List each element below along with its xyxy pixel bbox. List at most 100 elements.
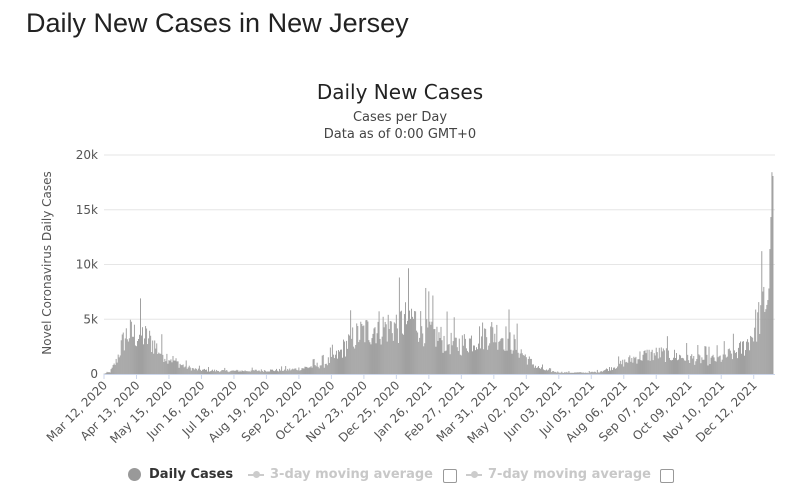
bar-daily-cases: [502, 338, 504, 374]
bar-daily-cases: [597, 372, 599, 374]
bar-daily-cases: [576, 372, 578, 374]
bar-daily-cases: [198, 365, 200, 374]
bar-daily-cases: [720, 361, 722, 374]
bar-daily-cases: [756, 341, 758, 374]
bar-daily-cases: [477, 349, 479, 374]
bar-daily-cases: [135, 346, 137, 374]
bar-daily-cases: [662, 348, 664, 374]
checkbox-7-day-average[interactable]: [660, 469, 674, 483]
bar-daily-cases: [556, 372, 558, 374]
bar-daily-cases: [145, 326, 147, 374]
bar-daily-cases: [718, 356, 720, 374]
bar-daily-cases: [402, 334, 404, 374]
bar-daily-cases: [315, 366, 317, 374]
bar-daily-cases: [727, 349, 729, 374]
bar-daily-cases: [138, 338, 139, 374]
bar-daily-cases: [136, 341, 138, 374]
bar-daily-cases: [542, 364, 543, 374]
bar-daily-cases: [614, 367, 616, 374]
bar-daily-cases: [678, 359, 680, 374]
bar-daily-cases: [433, 329, 435, 374]
bar-daily-cases: [492, 327, 494, 374]
bar-daily-cases: [655, 347, 657, 374]
bar-daily-cases: [650, 351, 652, 374]
bar-daily-cases: [314, 365, 316, 374]
bar-daily-cases: [520, 349, 522, 374]
bar-daily-cases: [523, 355, 525, 374]
bar-daily-cases: [603, 370, 605, 374]
bar-daily-cases: [405, 302, 406, 374]
bar-daily-cases: [485, 328, 487, 374]
bar-daily-cases: [142, 327, 143, 374]
bar-daily-cases: [712, 354, 714, 374]
bar-daily-cases: [634, 358, 636, 374]
bar-daily-cases: [741, 353, 742, 374]
bar-daily-cases: [321, 355, 323, 374]
bar-daily-cases: [134, 345, 136, 374]
bar-daily-cases: [611, 367, 613, 374]
bar-daily-cases: [594, 371, 596, 374]
bar-daily-cases: [329, 347, 331, 374]
bar-daily-cases: [309, 367, 311, 374]
bar-daily-cases: [604, 369, 606, 374]
page-title: Daily New Cases in New Jersey: [26, 8, 409, 38]
bar-daily-cases: [677, 360, 678, 374]
bar-daily-cases: [468, 338, 470, 374]
bar-daily-cases: [723, 341, 725, 374]
bar-daily-cases: [303, 368, 305, 374]
bar-daily-cases: [496, 324, 498, 374]
bar-daily-cases: [759, 333, 761, 374]
bar-daily-cases: [608, 370, 609, 374]
bar-daily-cases: [674, 349, 675, 374]
bar-daily-cases: [628, 357, 630, 374]
bar-daily-cases: [191, 367, 193, 374]
legend-item-7-day-average[interactable]: 7-day moving average: [466, 467, 651, 482]
bar-daily-cases: [660, 347, 662, 374]
bar-daily-cases: [555, 371, 557, 374]
bar-daily-cases: [242, 370, 244, 374]
bar-daily-cases: [676, 353, 677, 374]
bar-daily-cases: [436, 326, 438, 374]
bar-daily-cases: [332, 354, 334, 374]
bar-daily-cases: [230, 370, 232, 374]
bar-daily-cases: [316, 362, 318, 374]
bar-daily-cases: [325, 363, 327, 374]
bar-daily-cases: [287, 368, 289, 374]
bar-daily-cases: [122, 332, 124, 374]
bar-daily-cases: [457, 350, 459, 374]
bar-daily-cases: [193, 369, 195, 374]
bar-daily-cases: [339, 351, 340, 374]
bar-daily-cases: [289, 368, 291, 374]
bar-daily-cases: [126, 339, 128, 374]
bar-daily-cases: [635, 356, 637, 374]
bar-daily-cases: [531, 364, 533, 374]
bar-daily-cases: [658, 347, 660, 374]
bar-daily-cases: [358, 342, 360, 374]
bar-daily-cases: [342, 357, 343, 374]
bar-daily-cases: [409, 310, 410, 374]
bar-daily-cases: [699, 355, 701, 374]
bar-daily-cases: [586, 372, 588, 374]
bar-daily-cases: [238, 371, 240, 374]
bar-daily-cases: [113, 363, 115, 374]
bar-daily-cases: [667, 350, 669, 374]
bar-daily-cases: [107, 372, 109, 374]
legend-item-3-day-average[interactable]: 3-day moving average: [248, 467, 433, 482]
checkbox-3-day-average[interactable]: [443, 469, 457, 483]
legend-item-daily-cases[interactable]: Daily Cases: [128, 467, 233, 482]
bar-daily-cases: [259, 371, 261, 374]
bar-daily-cases: [231, 370, 233, 374]
bar-daily-cases: [182, 364, 184, 374]
bar-daily-cases: [753, 341, 755, 374]
bar-daily-cases: [627, 362, 629, 374]
bar-daily-cases: [444, 351, 446, 374]
bar-daily-cases: [206, 369, 207, 374]
bar-daily-cases: [171, 362, 173, 374]
bar-daily-cases: [681, 358, 683, 374]
bar-daily-cases: [668, 357, 670, 374]
bar-daily-cases: [143, 344, 145, 374]
bar-daily-cases: [354, 348, 356, 374]
bar-daily-cases: [585, 372, 587, 374]
bar-daily-cases: [290, 370, 292, 374]
bar-daily-cases: [665, 348, 667, 374]
